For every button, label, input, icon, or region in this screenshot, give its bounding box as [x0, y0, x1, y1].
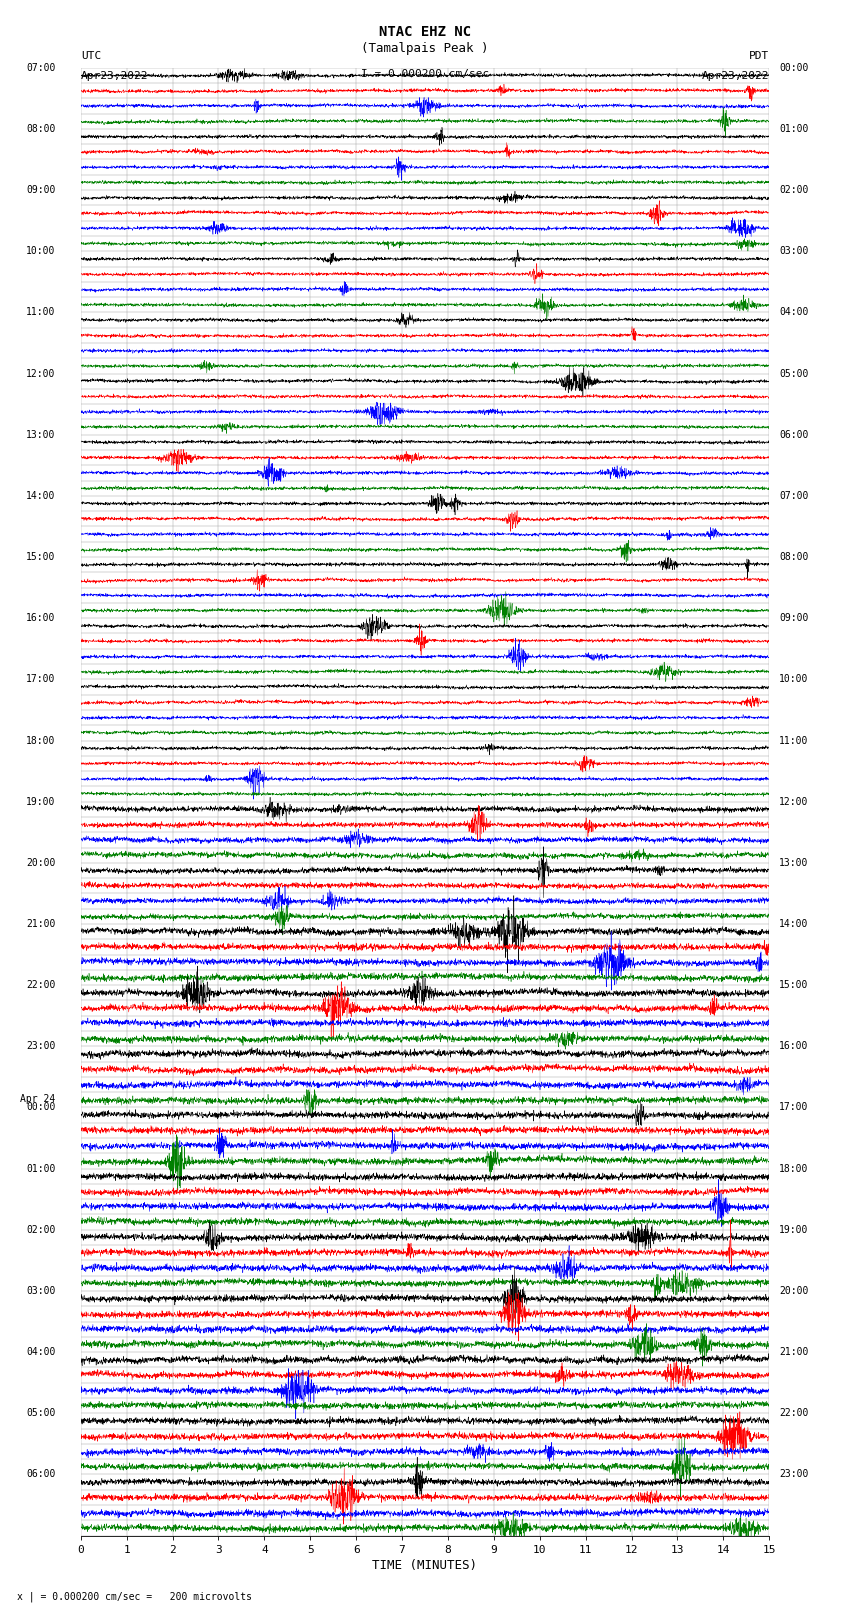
Text: 18:00: 18:00 — [26, 736, 55, 745]
Text: (Tamalpais Peak ): (Tamalpais Peak ) — [361, 42, 489, 55]
Text: 11:00: 11:00 — [26, 308, 55, 318]
Text: 21:00: 21:00 — [26, 919, 55, 929]
Text: 06:00: 06:00 — [26, 1469, 55, 1479]
Text: 14:00: 14:00 — [26, 490, 55, 502]
Text: 21:00: 21:00 — [779, 1347, 808, 1357]
Text: 07:00: 07:00 — [779, 490, 808, 502]
Text: 07:00: 07:00 — [26, 63, 55, 73]
Text: 09:00: 09:00 — [779, 613, 808, 623]
Text: 10:00: 10:00 — [779, 674, 808, 684]
Text: 02:00: 02:00 — [779, 185, 808, 195]
Text: 00:00: 00:00 — [779, 63, 808, 73]
Text: 12:00: 12:00 — [779, 797, 808, 806]
Text: Apr 24: Apr 24 — [20, 1094, 55, 1103]
Text: 13:00: 13:00 — [26, 429, 55, 440]
Text: 13:00: 13:00 — [779, 858, 808, 868]
Text: 03:00: 03:00 — [26, 1286, 55, 1295]
Text: UTC: UTC — [81, 52, 101, 61]
Text: 00:00: 00:00 — [26, 1102, 55, 1113]
Text: 11:00: 11:00 — [779, 736, 808, 745]
Text: 19:00: 19:00 — [779, 1224, 808, 1236]
Text: 05:00: 05:00 — [26, 1408, 55, 1418]
Text: 14:00: 14:00 — [779, 919, 808, 929]
Text: 18:00: 18:00 — [779, 1163, 808, 1174]
X-axis label: TIME (MINUTES): TIME (MINUTES) — [372, 1558, 478, 1571]
Text: 01:00: 01:00 — [779, 124, 808, 134]
Text: 01:00: 01:00 — [26, 1163, 55, 1174]
Text: 08:00: 08:00 — [779, 552, 808, 561]
Text: 08:00: 08:00 — [26, 124, 55, 134]
Text: 02:00: 02:00 — [26, 1224, 55, 1236]
Text: 04:00: 04:00 — [26, 1347, 55, 1357]
Text: Apr23,2022: Apr23,2022 — [702, 71, 769, 81]
Text: PDT: PDT — [749, 52, 769, 61]
Text: 23:00: 23:00 — [779, 1469, 808, 1479]
Text: 20:00: 20:00 — [779, 1286, 808, 1295]
Text: 17:00: 17:00 — [779, 1102, 808, 1113]
Text: 23:00: 23:00 — [26, 1042, 55, 1052]
Text: 10:00: 10:00 — [26, 247, 55, 256]
Text: Apr23,2022: Apr23,2022 — [81, 71, 148, 81]
Text: 12:00: 12:00 — [26, 368, 55, 379]
Text: 16:00: 16:00 — [779, 1042, 808, 1052]
Text: I = 0.000200 cm/sec: I = 0.000200 cm/sec — [361, 69, 489, 79]
Text: 04:00: 04:00 — [779, 308, 808, 318]
Text: x | = 0.000200 cm/sec =   200 microvolts: x | = 0.000200 cm/sec = 200 microvolts — [17, 1592, 252, 1602]
Text: 15:00: 15:00 — [779, 981, 808, 990]
Text: NTAC EHZ NC: NTAC EHZ NC — [379, 24, 471, 39]
Text: 15:00: 15:00 — [26, 552, 55, 561]
Text: 03:00: 03:00 — [779, 247, 808, 256]
Text: 05:00: 05:00 — [779, 368, 808, 379]
Text: 06:00: 06:00 — [779, 429, 808, 440]
Text: 20:00: 20:00 — [26, 858, 55, 868]
Text: 09:00: 09:00 — [26, 185, 55, 195]
Text: 19:00: 19:00 — [26, 797, 55, 806]
Text: 22:00: 22:00 — [779, 1408, 808, 1418]
Text: 17:00: 17:00 — [26, 674, 55, 684]
Text: 22:00: 22:00 — [26, 981, 55, 990]
Text: 16:00: 16:00 — [26, 613, 55, 623]
